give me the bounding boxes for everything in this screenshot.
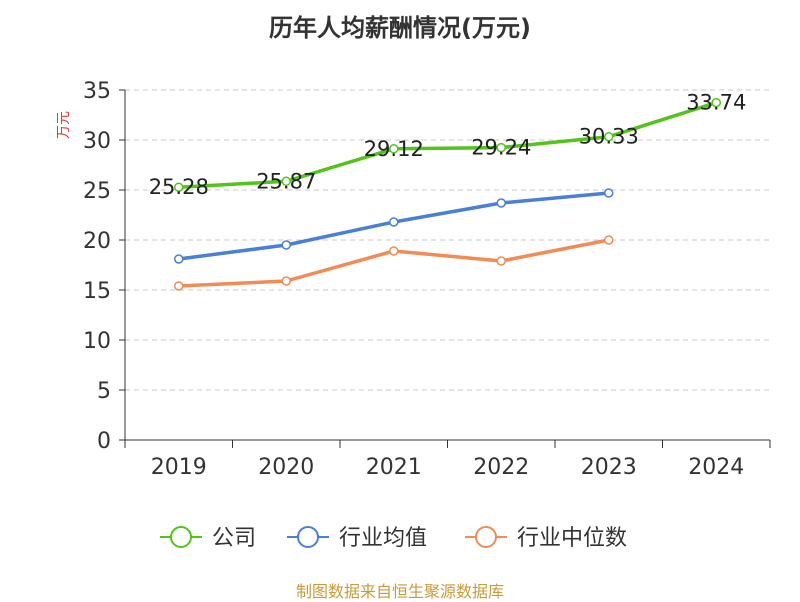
legend-label: 公司 [212, 526, 256, 551]
data-point [389, 144, 399, 154]
data-point [496, 256, 506, 266]
y-tick-label: 20 [83, 229, 111, 254]
legend-swatch-marker [170, 526, 192, 548]
x-tick-label: 2019 [151, 455, 207, 480]
data-label: 33.74 [686, 91, 746, 115]
y-tick-label: 5 [97, 379, 111, 404]
data-point [604, 131, 614, 142]
source-note: 制图数据来自恒生聚源数据库 [295, 582, 504, 601]
data-point [604, 235, 614, 245]
series-line-0 [178, 100, 717, 189]
data-point [389, 246, 399, 256]
x-tick-label: 2023 [581, 455, 637, 480]
x-tick-label: 2021 [366, 455, 422, 480]
data-point [389, 217, 399, 227]
legend-swatch-marker [475, 526, 497, 548]
data-label: 25.28 [149, 175, 209, 199]
data-point [496, 198, 506, 208]
y-tick-label: 30 [83, 129, 111, 154]
data-point [174, 182, 184, 192]
x-tick-label: 2024 [688, 455, 744, 480]
data-label: 29.12 [364, 137, 424, 161]
y-tick-label: 10 [83, 329, 111, 354]
x-tick-label: 2022 [473, 455, 529, 480]
legend-swatch-marker [297, 526, 319, 548]
data-point [496, 142, 506, 153]
y-tick-label: 0 [97, 429, 111, 454]
y-tick-label: 15 [83, 279, 111, 304]
legend-label: 行业中位数 [517, 526, 627, 551]
y-axis-label: 万元 [56, 111, 72, 139]
data-point [281, 176, 291, 187]
data-point [174, 281, 184, 291]
chart-title: 历年人均薪酬情况(万元) [269, 14, 531, 42]
y-tick-label: 25 [83, 179, 111, 204]
y-tick-label: 35 [83, 79, 111, 104]
legend-label: 行业均值 [339, 526, 427, 551]
x-tick-label: 2020 [258, 455, 314, 480]
data-point [711, 97, 721, 108]
data-point [604, 188, 614, 198]
data-label: 30.33 [579, 125, 639, 149]
data-point [281, 276, 291, 286]
data-label: 29.24 [471, 136, 531, 160]
data-point [174, 254, 184, 264]
data-label: 25.87 [256, 169, 316, 193]
data-point [281, 240, 291, 250]
